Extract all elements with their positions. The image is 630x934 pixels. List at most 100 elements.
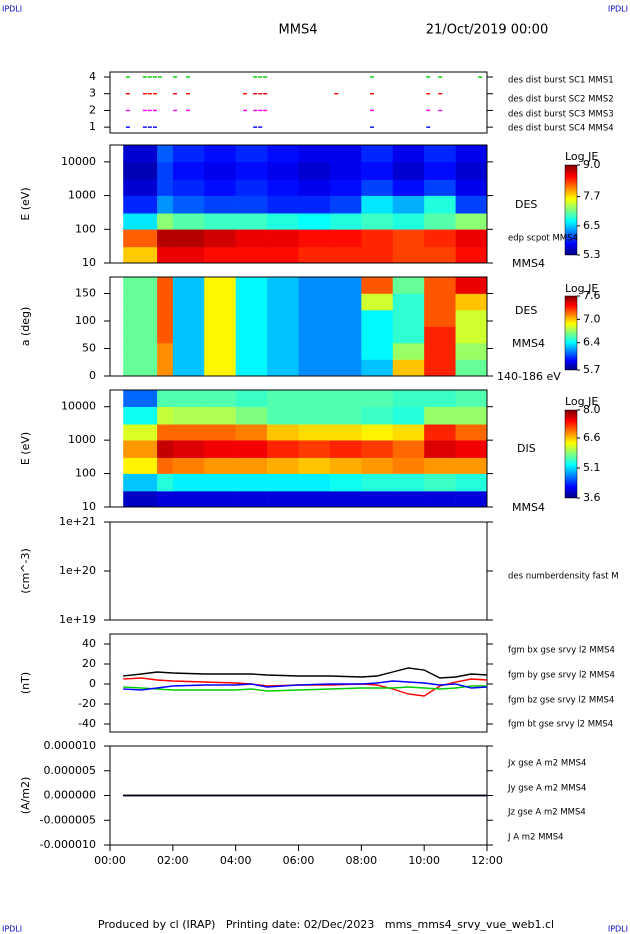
heatmap-cell [392,213,425,230]
heatmap-cell [361,424,394,441]
burst-mark [253,76,258,78]
burst-mark [185,109,190,112]
heatmap-cell [298,326,331,344]
heatmap-cell [329,213,362,230]
heatmap-cell [235,343,268,360]
heatmap-cell [204,310,236,327]
heatmap-cell [392,293,425,311]
heatmap-cell [361,390,394,408]
burst-mark [370,76,375,78]
heatmap-cell [157,343,174,360]
y-tick-label: 10 [82,500,96,513]
panel-label: MMS4 [512,337,545,350]
y-tick-label: -0.000005 [40,813,96,826]
y-axis-label: (cm^-3) [19,548,32,594]
heatmap-cell [455,491,488,508]
heatmap-cell [172,440,205,458]
heatmap-cell [455,179,488,196]
heatmap-cell [235,310,268,327]
heatmap-cell [455,473,488,492]
heatmap-cell [123,229,158,248]
heatmap-cell [267,145,299,163]
burst-mark [258,93,263,95]
heatmap-cell [298,246,331,264]
heatmap-cell [267,343,299,360]
heatmap-cell [267,277,299,294]
heatmap-cell [157,473,174,492]
heatmap-cell [204,457,236,474]
x-tick-label: 02:00 [157,854,189,867]
heatmap-cell [267,293,299,311]
heatmap-cell [392,406,425,425]
heatmap-cell [361,457,394,474]
heatmap-cell [267,310,299,327]
heatmap-cell [204,473,236,492]
heatmap-cell [392,161,425,180]
burst-mark [125,126,130,128]
heatmap-cell [172,359,205,377]
legend-entry: Jx gse A m2 MMS4 [507,759,586,769]
heatmap-cell [329,229,362,248]
legend-entry: Jz gse A m2 MMS4 [507,808,586,818]
heatmap-cell [392,246,425,264]
legend-entry: des dist burst SC4 MMS4 [508,124,614,134]
y-axis-label: a (deg) [19,307,32,347]
heatmap-cell [361,277,394,294]
heatmap-cell [235,161,268,180]
heatmap-cell [361,359,394,377]
legend-entry: fgm bz gse srvy l2 MMS4 [508,696,614,706]
heatmap-cell [455,326,488,344]
heatmap-cell [235,195,268,214]
heatmap-cell [235,326,268,344]
heatmap-cell [392,359,425,377]
heatmap-cell [267,161,299,180]
x-tick-label: 04:00 [220,854,252,867]
heatmap-cell [455,310,488,327]
heatmap-cell [424,310,456,327]
heatmap-cell [455,246,488,264]
heatmap-cell [172,293,205,311]
burst-mark [152,76,157,78]
heatmap-cell [123,179,158,196]
heatmap-cell [172,246,205,264]
heatmap-cell [157,229,174,248]
heatmap-cell [298,343,331,360]
heatmap-cell [361,491,394,508]
colorbar-tick-label: 5.3 [583,248,601,261]
heatmap-cell [204,145,236,163]
x-tick-label: 06:00 [283,854,315,867]
heatmap-cell [235,246,268,264]
heatmap-cell [424,161,456,180]
y-tick-label: 100 [75,467,96,480]
heatmap-cell [123,161,158,180]
heatmap-cell [235,424,268,441]
colorbar-tick-label: 6.6 [583,431,601,444]
heatmap-cell [267,213,299,230]
heatmap-cell [235,440,268,458]
colorbar-tick-label: 6.4 [583,336,601,349]
heatmap-cell [235,145,268,163]
heatmap-cell [157,161,174,180]
heatmap-cell [157,310,174,327]
heatmap-cell [329,343,362,360]
heatmap-cell [267,179,299,196]
heatmap-cell [298,145,331,163]
heatmap-cell [361,440,394,458]
y-tick-label: 1 [89,120,96,133]
y-axis-label: (A/m2) [19,777,32,815]
colorbar-tick-label: 6.5 [583,219,601,232]
y-tick-label: 0 [89,369,96,382]
colorbar-tick-label: 7.6 [583,289,601,302]
burst-mark [152,126,157,128]
burst-mark [173,93,178,95]
burst-mark [258,76,263,78]
date: 21/Oct/2019 00:00 [426,23,548,38]
heatmap-cell [157,246,174,264]
heatmap-cell [392,326,425,344]
heatmap-cell [204,195,236,214]
heatmap-cell [298,424,331,441]
heatmap-cell [123,246,158,264]
heatmap-cell [361,293,394,311]
heatmap-cell [329,179,362,196]
legend-entry: des dist burst SC2 MMS2 [508,95,614,105]
